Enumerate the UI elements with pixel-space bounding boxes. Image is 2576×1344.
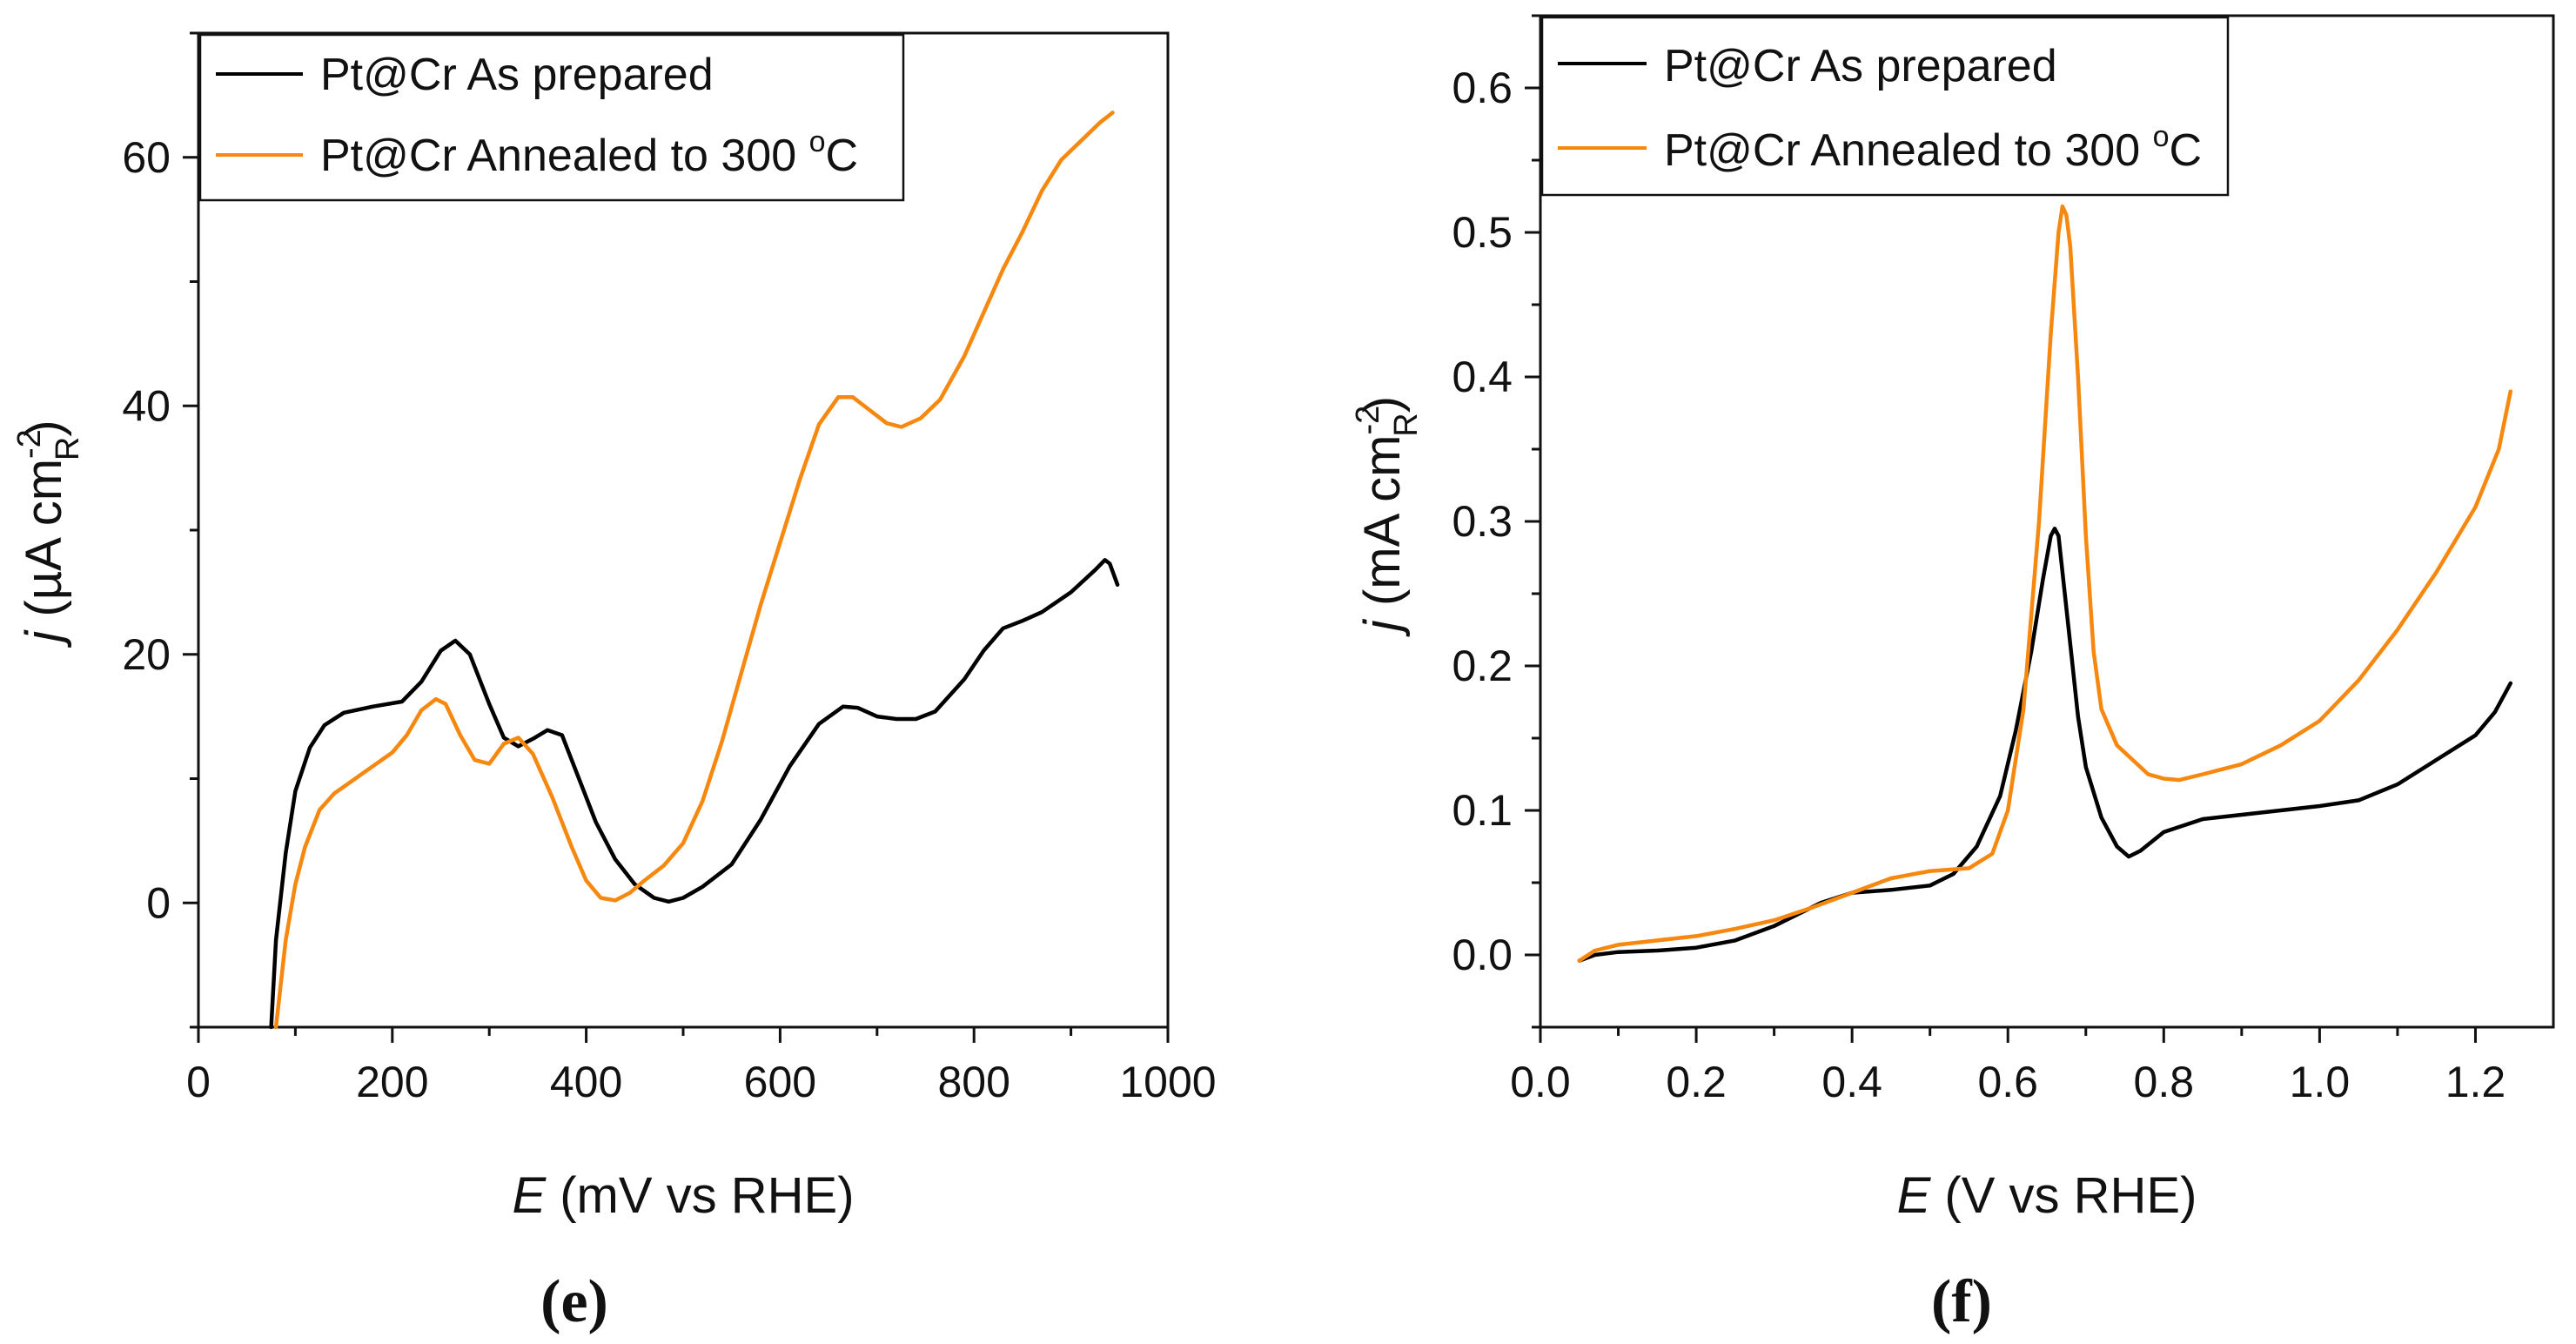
legend-label-as-prepared: Pt@Cr As prepared (320, 50, 714, 100)
tick-labels: 0.0 0.2 0.4 0.6 0.8 1.0 1.2 0.0 0.1 0.2 0.3 0.4 0.5 0… (1452, 64, 2506, 1106)
series-line-annealed (273, 111, 1115, 1030)
legend-label-annealed: Pt@Cr Annealed to 300 oC (1664, 120, 2202, 176)
y-tick-label: 0.1 (1452, 786, 1513, 835)
y-tick-label: 0.0 (1452, 931, 1513, 979)
legend-label-as-prepared: Pt@Cr As prepared (1664, 41, 2057, 91)
legend-box (1540, 16, 2230, 197)
x-tick-label: 0.6 (1977, 1058, 2038, 1106)
legend-label-annealed: Pt@Cr Annealed to 300 oC (320, 125, 858, 181)
panel-label-f: (f) (1931, 1268, 1992, 1335)
y-tick-label: 0.6 (1452, 64, 1513, 112)
legend-box (198, 33, 905, 202)
y-tick-label: 0 (146, 878, 171, 927)
x-tick-label: 200 (356, 1058, 428, 1106)
y-tick-label: 40 (122, 381, 171, 430)
tick-labels: 0 200 400 600 800 1000 0 20 40 60 (122, 133, 1216, 1106)
x-axis-title: E (V vs RHE) (1897, 1167, 2197, 1224)
y-tick-label: 60 (122, 133, 171, 182)
x-tick-label: 1.0 (2290, 1058, 2351, 1106)
x-tick-label: 400 (550, 1058, 622, 1106)
series-line-as-prepared (1577, 527, 2513, 963)
y-tick-label: 0.4 (1452, 353, 1513, 401)
x-tick-label: 1.2 (2445, 1058, 2506, 1106)
x-tick-label: 0.8 (2134, 1058, 2195, 1106)
chart-panel-f: 0.0 0.2 0.4 0.6 0.8 1.0 1.2 0.0 0.1 0.2 0.3 0.4 0.5 0… (1350, 14, 2555, 1335)
x-tick-label: 1000 (1119, 1058, 1216, 1106)
x-tick-label: 0.0 (1510, 1058, 1571, 1106)
y-tick-label: 0.5 (1452, 208, 1513, 257)
series-lines (1577, 204, 2513, 963)
tick-marks (183, 31, 1170, 1043)
x-tick-label: 800 (937, 1058, 1010, 1106)
x-tick-label: 0 (186, 1058, 211, 1106)
chart-panel-e: 0 200 400 600 800 1000 0 20 40 60 Pt@Cr As prepar… (11, 31, 1217, 1335)
x-tick-label: 0.4 (1821, 1058, 1882, 1106)
series-line-annealed (1577, 204, 2513, 963)
series-line-as-prepared (269, 558, 1120, 1030)
tick-marks (1525, 14, 2477, 1043)
series-lines (269, 111, 1120, 1030)
y-tick-label: 0.2 (1452, 642, 1513, 690)
x-tick-label: 600 (744, 1058, 816, 1106)
x-tick-label: 0.2 (1666, 1058, 1727, 1106)
x-axis-title: E (mV vs RHE) (512, 1167, 854, 1224)
y-tick-label: 20 (122, 630, 171, 679)
y-axis-title: j (mA cm-2R) (1350, 396, 1425, 637)
y-tick-label: 0.3 (1452, 497, 1513, 546)
y-axis-title: j (µA cm-2R) (11, 420, 86, 648)
panel-label-e: (e) (540, 1268, 608, 1335)
